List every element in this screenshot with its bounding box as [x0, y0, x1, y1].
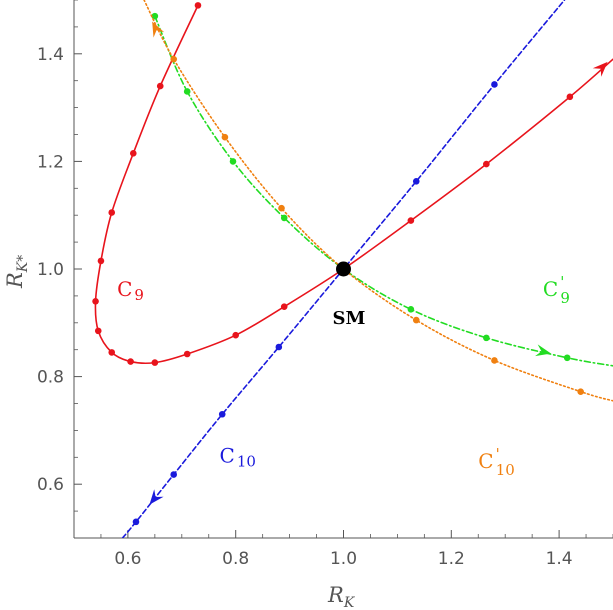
curve-label-c10: C 10: [220, 444, 256, 471]
direction-arrow-c10p: [152, 21, 165, 38]
data-point-c10p: [278, 204, 285, 212]
data-point-c9: [183, 350, 191, 358]
data-point-c9p: [151, 12, 159, 20]
data-point-c9: [129, 150, 137, 157]
data-point-c9: [92, 297, 99, 305]
series-c9: [92, 2, 613, 366]
data-point-c9p: [563, 354, 571, 362]
data-point-c10: [170, 471, 178, 478]
x-tick-label: 0.6: [114, 549, 141, 569]
data-point-c9: [108, 349, 116, 356]
series-line-c9: [94, 4, 613, 365]
data-point-c10: [132, 518, 140, 526]
data-point-c10p: [491, 357, 498, 364]
direction-arrow-c9p: [535, 344, 552, 357]
data-point-c9p: [280, 214, 288, 222]
y-axis-title: RK*: [3, 255, 31, 289]
data-point-c10: [275, 343, 283, 351]
y-tick-label: 0.6: [37, 475, 64, 495]
sm-label: SM: [333, 308, 366, 329]
data-point-c10: [412, 178, 420, 185]
curve-label-c9p: C ' 9: [543, 273, 570, 307]
y-tick-label: 1.4: [37, 45, 64, 65]
y-tick-label: 0.8: [37, 368, 64, 388]
data-point-c9: [151, 359, 159, 366]
data-point-c10: [491, 81, 498, 88]
series-c10: [121, 0, 566, 538]
data-point-c10p: [577, 388, 584, 395]
x-axis-title: RK: [327, 583, 356, 610]
x-tick-label: 1.4: [546, 549, 573, 569]
y-tick-label: 1.2: [37, 152, 64, 172]
data-point-c10p: [170, 55, 178, 63]
data-point-c10p: [412, 316, 420, 324]
data-point-c9p: [407, 306, 415, 313]
data-point-c9: [232, 331, 239, 339]
data-point-c9p: [229, 158, 237, 165]
series-line-c10: [121, 0, 566, 538]
data-point-c9: [108, 209, 116, 216]
series-line-c9p: [154, 15, 613, 367]
data-point-c9: [566, 93, 574, 101]
data-point-c10p: [221, 133, 229, 141]
data-point-c9: [280, 303, 288, 310]
data-point-c9p: [483, 334, 490, 342]
x-tick-label: 0.8: [222, 549, 249, 569]
series-c9p: [151, 12, 613, 367]
sm-point: [336, 261, 351, 277]
series-c10p: [143, 0, 613, 402]
series-line-c10p: [143, 0, 613, 402]
direction-arrow-c10: [149, 489, 164, 505]
x-tick-label: 1.2: [438, 549, 465, 569]
data-point-c9: [156, 82, 164, 90]
data-point-c9: [194, 2, 202, 9]
data-point-c9p: [183, 88, 191, 95]
data-point-c9: [94, 327, 102, 335]
data-point-c9: [407, 217, 415, 224]
curve-label-c10p: C ' 10: [478, 445, 515, 479]
data-point-c10: [218, 410, 226, 418]
y-tick-label: 1.0: [37, 260, 64, 280]
x-tick-label: 1.0: [330, 549, 357, 569]
ticks-group: 0.6 0.8 1.0 1.2 1.4 0.6 0.8 1.0 1.2 1.4: [37, 0, 613, 569]
data-point-c9: [97, 257, 105, 265]
data-point-c9: [127, 358, 134, 365]
labels-group: C 9 C 10 C ' 9 C ' 10: [117, 273, 570, 479]
direction-arrow-c9: [592, 61, 608, 77]
curves-group: [92, 0, 613, 538]
data-point-c9: [483, 160, 490, 168]
